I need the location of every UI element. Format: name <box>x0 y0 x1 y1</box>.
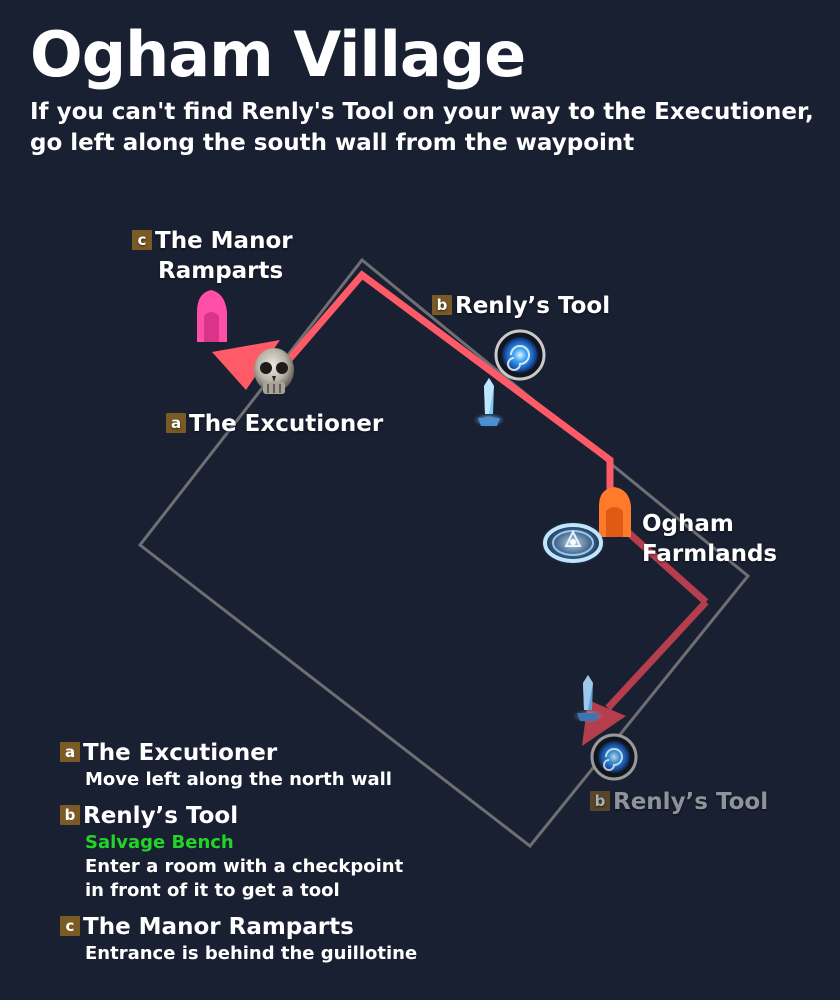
legend-note-salvage-bench: Salvage Bench <box>85 832 234 853</box>
label-text: Ramparts <box>158 258 284 284</box>
waypoint-sigil-icon[interactable] <box>540 521 606 565</box>
label-text: Ogham <box>642 511 734 537</box>
manor-gate-icon[interactable] <box>197 290 227 342</box>
route-segment-lower <box>605 599 709 711</box>
legend-badge-c: c <box>60 916 80 936</box>
legend-item-executioner: a The Excutioner Move left along the nort… <box>60 739 417 792</box>
legend-desc: Entrance is behind the guillotine <box>85 943 418 964</box>
farmlands-gate-icon[interactable] <box>599 487 631 537</box>
marker-badge-a: a <box>166 413 186 433</box>
map-label-renly-tool-alt: b Renly’s Tool <box>590 787 768 817</box>
label-text: The Manor <box>155 228 293 254</box>
legend-desc: Move left along the north wall <box>85 769 392 790</box>
map-label-manor-ramparts: c The Manor Ramparts <box>132 226 293 286</box>
map-label-renly-tool: b Renly’s Tool <box>432 291 610 321</box>
legend-desc: Enter a room with a checkpoint <box>85 856 404 877</box>
map-label-ogham-farmlands: Ogham Farmlands <box>642 509 777 569</box>
label-text: Renly’s Tool <box>455 293 611 319</box>
marker-badge-b: b <box>432 295 452 315</box>
legend-title: Renly’s Tool <box>83 803 239 829</box>
legend-desc: in front of it to get a tool <box>85 880 340 901</box>
label-text: The Excutioner <box>189 411 384 437</box>
map-boundary <box>137 257 751 849</box>
legend: a The Excutioner Move left along the nort… <box>60 739 417 976</box>
crystal-obelisk-icon <box>572 675 604 723</box>
subtitle-line: If you can't find Renly's Tool on your w… <box>30 99 814 125</box>
page-subtitle: If you can't find Renly's Tool on your w… <box>30 97 814 159</box>
marker-badge-c: c <box>132 230 152 250</box>
legend-badge-a: a <box>60 742 80 762</box>
page-title: Ogham Village <box>30 18 526 91</box>
swirl-portal-icon[interactable] <box>590 733 638 781</box>
route-path <box>277 270 614 510</box>
legend-item-renly-tool: b Renly’s Tool Salvage Bench Enter a room… <box>60 802 417 903</box>
skull-icon[interactable] <box>254 348 294 394</box>
marker-badge-b: b <box>590 791 610 811</box>
legend-title: The Excutioner <box>83 740 278 766</box>
legend-title: The Manor Ramparts <box>83 914 354 940</box>
subtitle-line: go left along the south wall from the wa… <box>30 130 635 156</box>
legend-item-manor-ramparts: c The Manor Ramparts Entrance is behind t… <box>60 913 417 966</box>
crystal-obelisk-icon <box>473 378 505 427</box>
map-label-executioner: a The Excutioner <box>166 409 383 439</box>
label-text: Farmlands <box>642 541 778 567</box>
label-text: Renly’s Tool <box>613 789 769 815</box>
swirl-portal-icon[interactable] <box>494 329 546 381</box>
legend-badge-b: b <box>60 805 80 825</box>
